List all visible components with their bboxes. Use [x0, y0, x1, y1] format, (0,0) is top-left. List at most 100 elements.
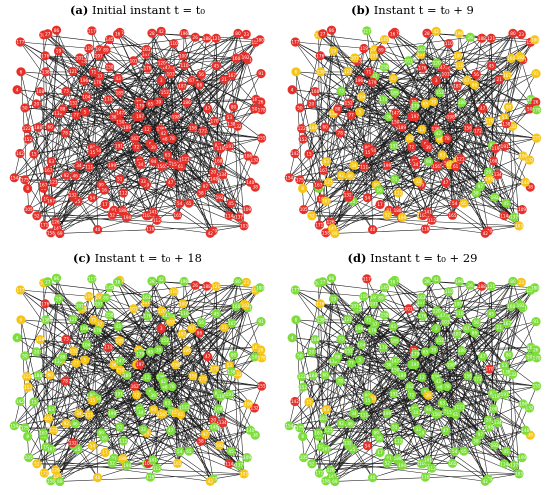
- node-circle: [256, 69, 266, 79]
- node-green: 199: [382, 408, 392, 418]
- node-label: 167: [314, 183, 322, 188]
- node-label: 63: [324, 407, 330, 412]
- node-circle: [463, 123, 473, 133]
- edge: [374, 297, 524, 405]
- node-circle: [118, 436, 128, 446]
- node-yellow: 71: [89, 315, 99, 325]
- edge: [415, 105, 526, 183]
- node-red: 92: [61, 170, 71, 181]
- node-red: 188: [202, 33, 212, 43]
- node-red: 77: [346, 110, 356, 120]
- node-red: 189: [122, 122, 132, 132]
- node-yellow: 17: [100, 447, 110, 458]
- node-green: 47: [166, 426, 176, 436]
- node-red: 86: [194, 328, 205, 338]
- node-circle: [118, 205, 128, 216]
- node-red: 172: [198, 126, 208, 136]
- node-circle: [226, 446, 236, 456]
- node-label: 17: [102, 202, 108, 207]
- node-label: 97: [478, 432, 484, 437]
- node-circle: [379, 34, 390, 45]
- node-red: 187: [452, 81, 462, 91]
- node-label: 136: [432, 375, 440, 380]
- node-red: 39: [423, 142, 433, 152]
- node-label: 192: [216, 195, 224, 200]
- node-circle: [326, 25, 337, 35]
- node-circle: [122, 212, 132, 222]
- node-circle: [328, 294, 339, 304]
- panel-b-tag: (b): [351, 3, 371, 17]
- node-green: 78: [442, 381, 452, 392]
- node-green: 189: [397, 370, 407, 380]
- node-green: 154: [9, 421, 19, 431]
- node-circle: [298, 382, 308, 392]
- node-red: 155: [257, 133, 267, 143]
- node-circle: [48, 177, 59, 187]
- node-circle: [417, 372, 427, 382]
- node-label: 156: [157, 164, 165, 169]
- node-label: 188: [203, 284, 211, 289]
- edge: [402, 178, 490, 218]
- node-label: 26: [468, 283, 474, 288]
- node-circle: [130, 133, 140, 144]
- node-circle: [88, 395, 98, 406]
- edge: [333, 50, 424, 216]
- node-red: 123: [48, 177, 59, 187]
- node-label: 119: [360, 294, 368, 299]
- node-red: 52: [107, 210, 117, 220]
- node-label: 197: [136, 362, 144, 367]
- node-circle: [359, 162, 369, 172]
- node-label: 80: [235, 31, 241, 36]
- node-label: 167: [322, 447, 330, 452]
- node-red: 199: [382, 160, 392, 170]
- node-green: 60: [320, 370, 330, 380]
- node-red: 67: [187, 75, 197, 86]
- node-label: 33: [140, 427, 146, 432]
- node-circle: [200, 181, 210, 191]
- node-circle: [45, 370, 55, 380]
- edge: [454, 38, 483, 204]
- node-red: 34: [74, 160, 84, 170]
- node-label: 63: [440, 401, 446, 406]
- edge: [301, 128, 373, 230]
- node-label: 16: [390, 280, 396, 285]
- node-yellow: 15: [304, 397, 314, 407]
- node-circle: [147, 276, 157, 286]
- node-label: 40: [95, 227, 101, 232]
- edge: [350, 80, 360, 116]
- node-label: 52: [309, 461, 315, 466]
- node-circle: [135, 349, 145, 359]
- node-label: 110: [456, 311, 464, 316]
- node-label: 112: [153, 466, 161, 471]
- node-circle: [209, 422, 219, 432]
- edge: [56, 278, 87, 345]
- node-label: 48: [162, 136, 168, 141]
- node-circle: [203, 104, 213, 114]
- edge: [335, 323, 508, 361]
- node-label: 157: [172, 162, 180, 167]
- node-label: 103: [515, 223, 523, 228]
- node-red: 78: [167, 133, 177, 144]
- node-label: 157: [447, 162, 455, 167]
- node-label: 162: [406, 384, 414, 389]
- node-circle: [344, 98, 354, 108]
- node-label: 154: [10, 175, 18, 180]
- node-yellow: 122: [22, 371, 32, 382]
- node-circle: [321, 444, 331, 454]
- node-circle: [390, 356, 400, 366]
- node-yellow: 103: [514, 221, 524, 231]
- edge: [340, 132, 429, 213]
- node-circle: [15, 148, 25, 159]
- node-red: 117: [362, 274, 372, 284]
- node-red: 116: [145, 224, 155, 234]
- node-green: 4: [12, 333, 22, 343]
- node-circle: [156, 274, 166, 284]
- node-label: 43: [391, 76, 397, 81]
- node-green: 117: [87, 274, 97, 284]
- edge: [62, 65, 185, 110]
- edge: [421, 340, 440, 433]
- node-red: 121: [211, 33, 221, 43]
- node-label: 157: [172, 410, 180, 415]
- edge: [379, 143, 426, 205]
- node-circle: [226, 367, 237, 377]
